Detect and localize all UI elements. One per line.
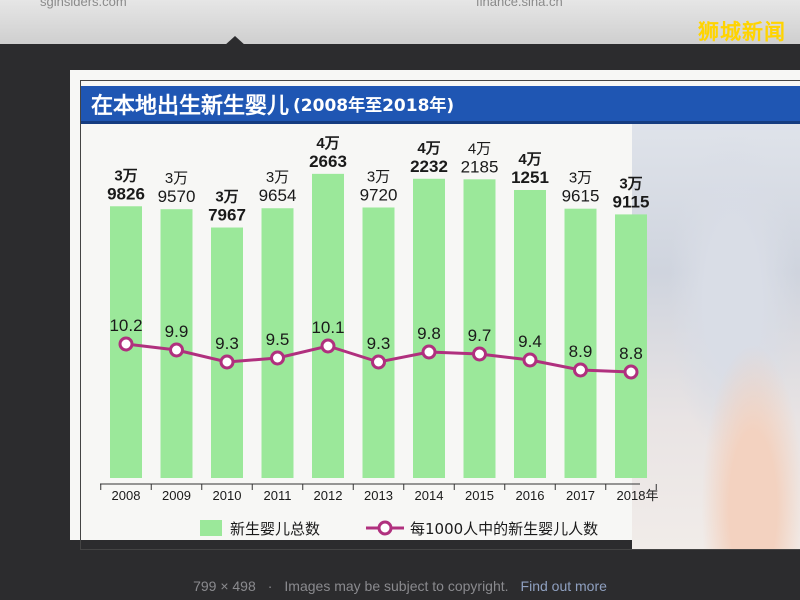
birth-rate-point-2008 [118, 336, 134, 352]
birth-rate-point-2016 [522, 352, 538, 368]
copyright-text: Images may be subject to copyright. [284, 578, 509, 594]
birth-rate-point-2014 [421, 344, 437, 360]
bar-label-top-2011: 3万 [266, 169, 289, 186]
watermark-text: 狮城新闻 [698, 20, 786, 44]
birth-rate-label-2011: 9.5 [266, 330, 290, 349]
bar-label-top-2013: 3万 [367, 168, 390, 185]
bar-label-value-2015: 2185 [461, 157, 499, 176]
bar-label-value-2011: 9654 [259, 186, 297, 205]
bar-label-top-2014: 4万 [417, 140, 440, 157]
birth-rate-point-2009 [169, 342, 184, 358]
x-tick-label-2017: 2017 [566, 488, 595, 503]
bar-2016 [514, 189, 546, 478]
newborn-photo [632, 124, 800, 550]
source-url-left[interactable]: sginsiders.com [40, 0, 127, 9]
bar-label-top-2008: 3万 [114, 167, 137, 184]
popup-caret-icon [224, 36, 246, 46]
source-url-right[interactable]: finance.sina.cn [476, 0, 563, 9]
birth-rate-label-2016: 9.4 [518, 332, 542, 351]
bar-2015 [463, 179, 496, 479]
bar-label-top-2015: 4万 [468, 140, 491, 157]
bar-2013 [362, 207, 395, 478]
birth-rate-point-2017 [573, 362, 588, 378]
bar-2011 [261, 208, 294, 479]
x-tick-label-2014: 2014 [415, 488, 444, 503]
bar-2017 [564, 208, 597, 478]
birth-rate-label-2008: 10.2 [109, 316, 142, 335]
bar-2010 [211, 227, 243, 478]
bar-label-value-2014: 2232 [410, 157, 448, 176]
bar-2014 [413, 178, 445, 478]
bar-label-top-2009: 3万 [165, 170, 188, 187]
image-size-text: 799 × 498 [193, 578, 256, 594]
chart-title: 在本地出生新生婴儿 [91, 93, 290, 119]
birth-rate-label-2012: 10.1 [311, 318, 344, 337]
birth-rate-label-2010: 9.3 [215, 334, 239, 353]
legend-line-label: 每1000人中的新生婴儿人数 [410, 520, 598, 538]
x-tick-label-2011: 2011 [264, 488, 292, 503]
x-tick-label-2009: 2009 [162, 488, 191, 503]
birth-rate-point-2012 [320, 338, 336, 354]
bar-2012 [312, 173, 344, 478]
bar-label-value-2008: 9826 [107, 184, 145, 203]
bar-label-top-2012: 4万 [316, 135, 339, 152]
bar-label-top-2010: 3万 [215, 189, 238, 206]
bar-label-value-2017: 9615 [562, 187, 600, 206]
birth-rate-label-2013: 9.3 [367, 334, 391, 353]
x-tick-label-2015: 2015 [465, 488, 494, 503]
bar-label-value-2018: 9115 [613, 192, 650, 211]
bar-label-value-2012: 2663 [309, 152, 347, 171]
chart-frame [80, 80, 800, 550]
bar-label-value-2013: 9720 [360, 185, 398, 204]
legend-line-marker [377, 520, 393, 536]
x-tick-label-2013: 2013 [364, 488, 393, 503]
bar-label-value-2010: 7967 [208, 206, 246, 225]
birth-rate-label-2009: 9.9 [165, 322, 189, 341]
x-tick-label-2012: 2012 [314, 488, 343, 503]
birth-rate-point-2011 [270, 350, 285, 366]
bar-2018 [615, 214, 647, 478]
bar-label-value-2016: 1251 [511, 168, 549, 187]
x-tick-label-2010: 2010 [213, 488, 242, 503]
birth-rate-label-2018: 8.8 [619, 344, 643, 363]
birth-rate-label-2017: 8.9 [569, 342, 593, 361]
find-out-more-link[interactable]: Find out more [520, 578, 607, 594]
legend-bar-swatch [200, 520, 222, 536]
x-tick-label-2008: 2008 [112, 488, 141, 503]
browser-top-strip: sginsiders.com finance.sina.cn [0, 0, 800, 44]
chart-subtitle: (2008年至2018年) [293, 96, 455, 116]
birth-rate-point-2013 [371, 354, 386, 370]
chart-title-bar: 在本地出生新生婴儿 (2008年至2018年) [81, 86, 800, 124]
birth-rate-label-2014: 9.8 [417, 324, 441, 343]
x-axis-unit-label: 年 [645, 489, 658, 504]
birth-rate-point-2018 [623, 364, 639, 380]
bar-label-top-2017: 3万 [569, 170, 592, 187]
bar-label-value-2009: 9570 [158, 187, 196, 206]
image-footer: 799 × 498 · Images may be subject to copyr… [0, 578, 800, 594]
birth-rate-label-2015: 9.7 [468, 326, 492, 345]
birth-rate-point-2010 [219, 354, 235, 370]
footer-separator: · [267, 578, 273, 594]
legend-bar-label: 新生婴儿总数 [230, 520, 320, 538]
birth-rate-point-2015 [472, 346, 487, 362]
bar-label-top-2018: 3万 [619, 175, 642, 192]
x-tick-label-2016: 2016 [516, 488, 545, 503]
bar-label-top-2016: 4万 [518, 151, 541, 168]
x-tick-label-2018: 2018 [617, 488, 646, 503]
